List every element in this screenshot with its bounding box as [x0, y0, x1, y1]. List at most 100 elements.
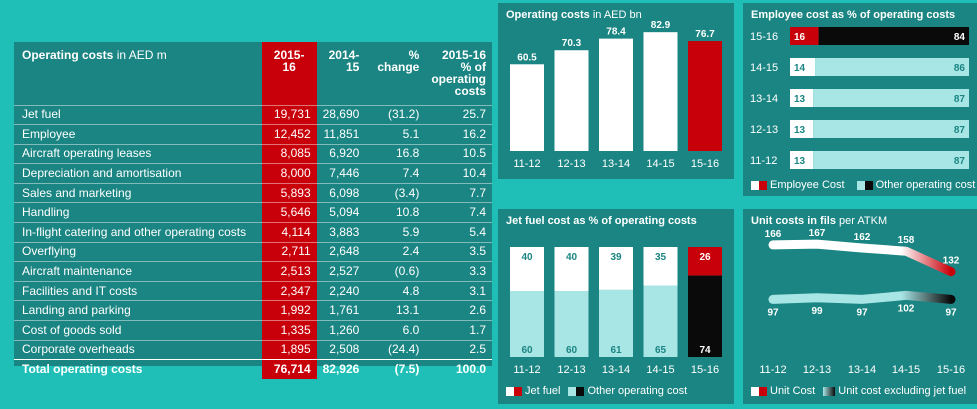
cell-change: 2.4 — [365, 241, 426, 262]
bar-other-14-15 — [815, 58, 969, 76]
jet-fuel-legend: Jet fuel Other operating cost — [506, 385, 687, 397]
bar-other-12-13 — [554, 291, 589, 357]
cell-label: Depreciation and amortisation — [14, 163, 262, 184]
cell-current: 1,335 — [261, 320, 317, 341]
cell-current: 2,513 — [261, 261, 317, 282]
bar-other-13-14 — [599, 289, 633, 357]
table-row: Aircraft operating leases 8,085 6,920 16.8 1… — [14, 143, 492, 164]
cell-prior: 2,508 — [316, 339, 366, 360]
cell-change: 13.1 — [365, 300, 426, 321]
unit-costs-legend: Unit Cost Unit cost excluding jet fuel — [751, 385, 966, 397]
table-row: In-flight catering and other operating c… — [14, 222, 492, 243]
cell-change: (3.4) — [365, 182, 426, 203]
legend-swatch-red — [759, 180, 767, 190]
legend-swatch-light — [856, 180, 865, 190]
x-tick-label: 13-14 — [848, 364, 876, 376]
bar-value-label: 78.4 — [606, 27, 626, 38]
cell-share: 7.7 — [425, 182, 492, 203]
bar-jetfuel-15-16 — [688, 247, 722, 276]
jet-fuel-chart-panel: Jet fuel cost as % of operating costs 40… — [498, 209, 734, 404]
chart-title-text: Unit costs in fils — [751, 215, 836, 227]
bar-other-14-15 — [643, 285, 678, 357]
bar-12-13 — [554, 50, 589, 152]
cell-prior: 28,690 — [316, 104, 366, 125]
cell-current: 2,711 — [261, 241, 317, 262]
chart-title-unit: in AED bn — [592, 9, 642, 21]
legend-swatch-gradient — [823, 386, 836, 396]
legend-swatch-red — [514, 386, 522, 396]
x-tick-label: 12-13 — [557, 364, 585, 376]
cell-current: 1,992 — [261, 300, 317, 321]
cell-share: 2.6 — [425, 300, 492, 321]
cell-label: Handling — [14, 202, 262, 223]
x-tick-label: 13-14 — [602, 364, 630, 376]
bar-13-14 — [599, 38, 633, 152]
legend-swatch-light — [568, 386, 577, 396]
x-tick-label: 15-16 — [691, 158, 719, 170]
bar-value-label: 60 — [566, 345, 578, 356]
point-value-label: 97 — [767, 307, 779, 318]
y-tick-label: 12-13 — [750, 124, 778, 136]
legend-label-other-operating-cost: Other operating cost — [875, 179, 976, 191]
share-header-line: % of — [460, 60, 486, 74]
legend-label-other-operating-cost: Other operating cost — [587, 385, 688, 397]
cell-prior: 2,240 — [316, 280, 366, 301]
point-value-label: 102 — [898, 303, 915, 314]
bar-value-label: 87 — [954, 94, 966, 105]
bar-value-label: 82.9 — [651, 20, 671, 31]
cell-change: (31.2) — [365, 104, 426, 125]
y-tick-label: 11-12 — [750, 155, 777, 167]
bar-jetfuel-14-15 — [643, 247, 678, 286]
bar-value-label: 86 — [954, 63, 966, 74]
x-tick-label: 11-12 — [513, 364, 540, 376]
cell-prior: 2,527 — [316, 261, 366, 282]
cell-label: Aircraft maintenance — [14, 261, 262, 282]
bar-other-15-16 — [818, 27, 969, 45]
bar-employee-12-13 — [790, 120, 814, 138]
table-total-row: Total operating costs 76,714 82,926 (7.5) 10… — [14, 359, 492, 379]
cell-current: 1,895 — [261, 339, 317, 360]
cell-label: Cost of goods sold — [14, 320, 262, 341]
cell-change: 4.8 — [365, 280, 426, 301]
cell-share: 2.5 — [425, 339, 492, 360]
operating-costs-table: Operating costs in AED m 2015-16 2014-15… — [14, 42, 492, 379]
bar-value-label: 39 — [610, 252, 622, 263]
share-header-line: costs — [454, 84, 486, 98]
unit-costs-chart-title: Unit costs in fils per ATKM — [751, 215, 887, 227]
cell-prior: 82,926 — [316, 359, 366, 379]
x-tick-label: 11-12 — [759, 364, 786, 376]
x-tick-label: 15-16 — [937, 364, 965, 376]
bar-value-label: 61 — [610, 345, 622, 356]
cell-current: 5,893 — [261, 182, 317, 203]
bar-value-label: 60.5 — [517, 52, 537, 63]
cell-share: 1.7 — [425, 320, 492, 341]
bar-other-11-12 — [813, 151, 969, 169]
cell-label: Corporate overheads — [14, 339, 262, 360]
table-row: Employee 12,452 11,851 5.1 16.2 — [14, 124, 492, 145]
x-tick-label: 12-13 — [557, 158, 585, 170]
point-value-label: 158 — [898, 235, 915, 246]
legend-swatch-red — [759, 386, 767, 396]
share-header-line: 2015-16 — [441, 48, 486, 62]
cell-share: 16.2 — [425, 124, 492, 145]
bar-other-15-16 — [688, 275, 722, 357]
legend-swatch-dark — [864, 180, 873, 190]
column-header-share: 2015-16 % of operating costs — [425, 42, 492, 105]
bar-value-label: 13 — [794, 125, 806, 136]
bar-value-label: 13 — [794, 156, 806, 167]
cell-label: Facilities and IT costs — [14, 280, 262, 301]
bar-value-label: 74 — [699, 345, 711, 356]
table-row: Jet fuel 19,731 28,690 (31.2) 25.7 — [14, 104, 492, 125]
bar-other-11-12 — [510, 291, 544, 357]
cell-prior: 5,094 — [316, 202, 366, 223]
point-value-label: 162 — [854, 232, 871, 243]
cell-share: 3.5 — [425, 241, 492, 262]
point-value-label: 97 — [856, 307, 868, 318]
cell-label: Overflying — [14, 241, 262, 262]
cell-change: (7.5) — [365, 359, 426, 379]
cell-label: Landing and parking — [14, 300, 262, 321]
unit-costs-chart-panel: Unit costs in fils per ATKM 166 167 162 158… — [743, 209, 977, 404]
x-tick-label: 11-12 — [513, 158, 540, 170]
table-row: Handling 5,646 5,094 10.8 7.4 — [14, 202, 492, 223]
cell-label: In-flight catering and other operating c… — [14, 222, 262, 243]
